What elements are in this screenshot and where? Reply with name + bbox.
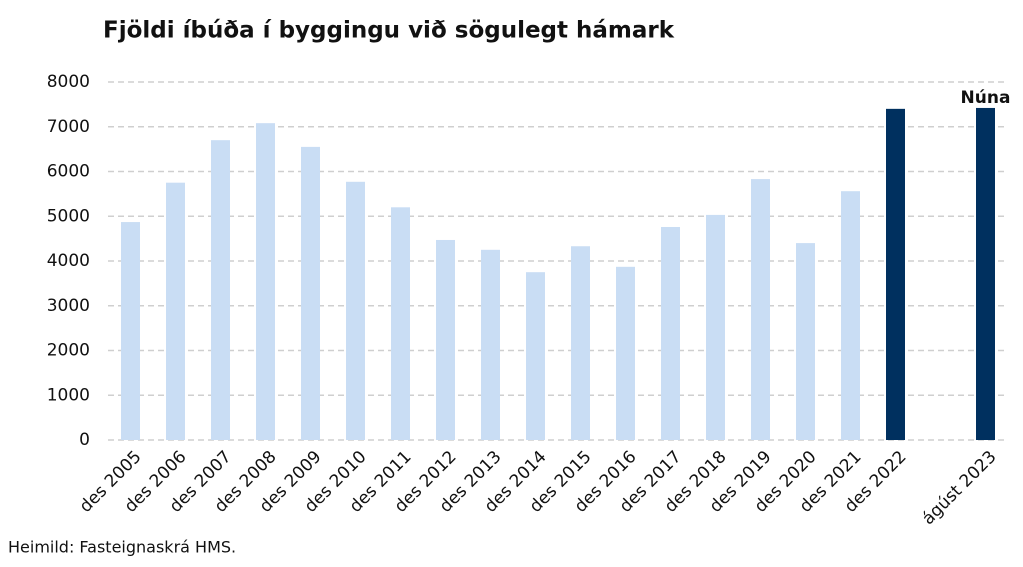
bar	[256, 123, 275, 441]
bar	[571, 246, 590, 440]
bar	[481, 249, 500, 440]
bar	[436, 239, 455, 440]
bar	[616, 266, 635, 440]
bar	[346, 181, 365, 441]
y-tick-label: 4000	[47, 251, 90, 271]
annotation: Núna	[961, 88, 1011, 108]
bar	[706, 214, 725, 440]
bar	[121, 222, 140, 440]
y-tick-label: 0	[79, 430, 90, 450]
bar	[796, 243, 815, 440]
bar	[661, 226, 680, 440]
bar	[391, 207, 410, 440]
bar	[751, 179, 770, 441]
y-tick-label: 3000	[47, 296, 90, 316]
bar	[211, 140, 230, 441]
y-tick-label: 1000	[47, 385, 90, 405]
source: Heimild: Fasteignaskrá HMS.	[8, 538, 236, 557]
x-tick-label: ágúst 2023	[918, 447, 1000, 529]
bar	[526, 272, 545, 440]
bar	[166, 182, 185, 440]
bar	[301, 146, 320, 440]
bar	[886, 108, 905, 440]
y-tick-label: 7000	[47, 117, 90, 137]
y-tick-label: 6000	[47, 162, 90, 182]
y-tick-label: 5000	[47, 206, 90, 226]
y-tick-label: 2000	[47, 341, 90, 361]
bar	[841, 191, 860, 440]
bar	[976, 107, 995, 440]
chart-title: Fjöldi íbúða í byggingu við sögulegt hám…	[103, 18, 675, 44]
y-tick-label: 8000	[47, 72, 90, 92]
